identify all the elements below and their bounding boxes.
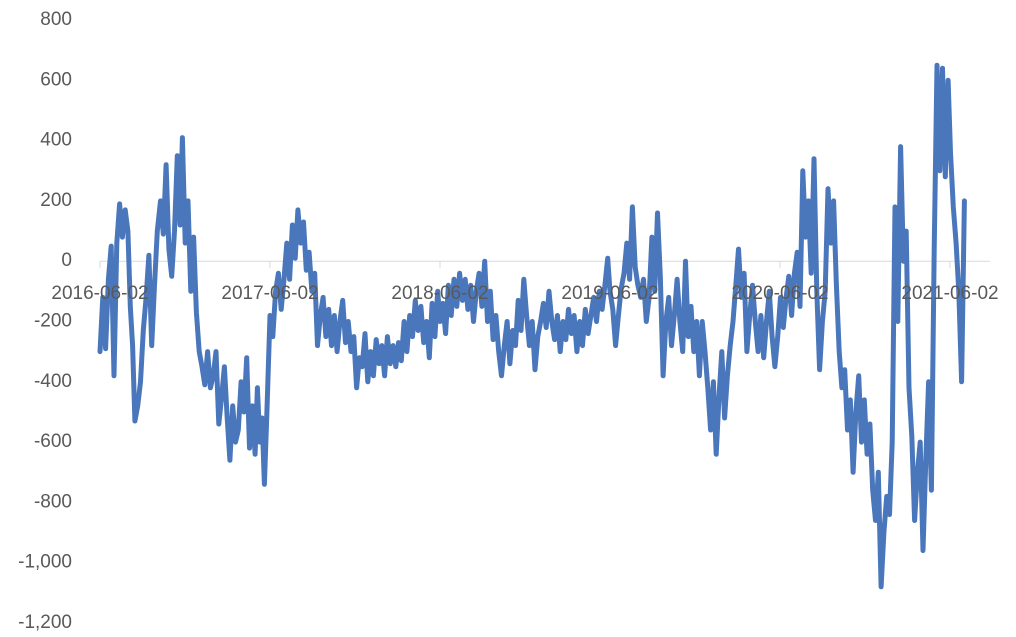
y-tick-label: -400 [34, 371, 72, 392]
x-axis-tick-labels: 2016-06-02 2017-06-02 2018-06-02 2019-06… [51, 283, 998, 304]
y-tick-label: 400 [40, 130, 72, 151]
series-line [97, 62, 967, 590]
y-tick-label: -600 [34, 431, 72, 452]
y-axis-tick-labels: 800 600 400 200 0 -200 -400 -600 -800 -1… [18, 9, 72, 633]
y-tick-label: 200 [40, 190, 72, 211]
y-tick-label: -200 [34, 311, 72, 332]
x-axis [99, 260, 990, 268]
x-tick-label: 2020-06-02 [731, 283, 828, 304]
x-tick-label: 2019-06-02 [561, 283, 658, 304]
y-tick-label: -800 [34, 491, 72, 512]
y-tick-label: 600 [40, 69, 72, 90]
x-tick-label: 2016-06-02 [51, 283, 148, 304]
y-tick-label: 0 [61, 250, 72, 271]
y-tick-label: -1,000 [18, 552, 72, 573]
y-tick-label: -1,200 [18, 612, 72, 633]
x-tick-label: 2017-06-02 [221, 283, 318, 304]
x-tick-label: 2018-06-02 [391, 283, 488, 304]
x-tick-label: 2021-06-02 [901, 283, 998, 304]
y-tick-label: 800 [40, 9, 72, 30]
